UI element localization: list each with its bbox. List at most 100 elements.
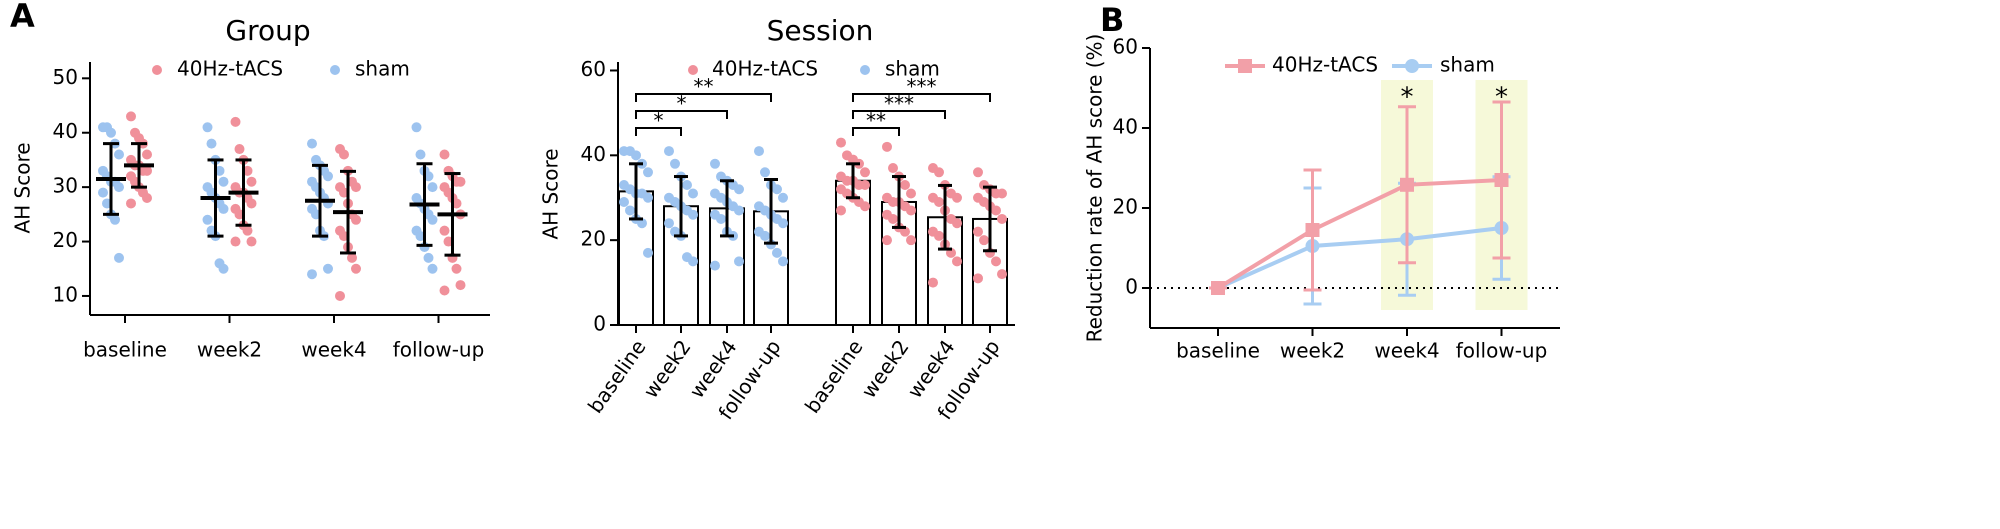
significance-label: *: [677, 92, 687, 116]
y-tick-label: 60: [1113, 35, 1138, 59]
data-point: [760, 167, 770, 178]
significance-label: ***: [907, 75, 937, 99]
y-axis-label: AH Score: [11, 142, 35, 233]
data-point: [230, 236, 241, 247]
data-point: [778, 218, 788, 229]
data-point: [882, 235, 892, 246]
data-point: [778, 256, 788, 267]
legend-marker: [688, 65, 698, 75]
data-point: [218, 263, 229, 274]
data-point: [734, 256, 744, 267]
data-point: [888, 213, 898, 224]
x-tick-label: baseline: [583, 335, 651, 417]
data-point: [106, 127, 116, 138]
data-point: [710, 158, 720, 169]
data-point: [836, 137, 846, 148]
y-tick-label: 10: [53, 282, 78, 306]
data-point: [335, 290, 345, 301]
data-point: [455, 280, 466, 291]
y-tick-label: 40: [581, 142, 606, 166]
y-tick-label: 40: [1113, 115, 1138, 139]
y-tick-label: 60: [581, 57, 606, 81]
data-point: [451, 263, 462, 274]
y-tick-label: 30: [53, 174, 78, 198]
chart-title: Group: [225, 14, 310, 47]
data-point: [688, 209, 698, 220]
data-point: [860, 201, 870, 212]
data-point: [688, 188, 698, 199]
data-point: [455, 176, 466, 187]
data-point: [734, 205, 744, 216]
legend-label: sham: [1440, 53, 1495, 77]
data-point: [439, 285, 450, 296]
data-point: [114, 252, 124, 263]
significance-bracket: [852, 110, 946, 119]
legend-label: 40Hz-tACS: [177, 57, 283, 81]
data-point: [734, 184, 744, 195]
data-point: [952, 256, 962, 267]
data-point: [952, 192, 962, 203]
data-point: [351, 263, 361, 274]
data-point: [906, 235, 916, 246]
series-line: [1217, 226, 1502, 290]
panel-label: B: [1100, 1, 1124, 39]
data-point: [836, 205, 846, 216]
data-point: [114, 182, 124, 193]
legend-marker: [330, 65, 340, 75]
x-tick-label: week4: [301, 338, 366, 362]
y-tick-label: 40: [53, 119, 78, 143]
data-point: [900, 180, 910, 191]
data-point: [991, 256, 1001, 267]
significance-bracket: [852, 93, 991, 102]
data-point: [934, 196, 944, 207]
data-point: [643, 247, 653, 258]
data-point: [98, 187, 108, 198]
data-point: [347, 252, 357, 263]
data-point: [230, 116, 241, 127]
data-point: [218, 203, 229, 214]
significance-label: **: [866, 109, 886, 133]
data-point: [643, 192, 653, 203]
data-point: [760, 230, 770, 241]
data-point: [110, 214, 120, 225]
x-tick-label: week2: [197, 338, 262, 362]
legend-marker: [152, 65, 162, 75]
data-point: [973, 273, 983, 284]
data-point: [415, 149, 426, 160]
y-tick-label: 50: [53, 65, 78, 89]
data-point: [688, 256, 698, 267]
data-point: [114, 149, 124, 160]
legend-label: sham: [885, 57, 940, 81]
data-point: [126, 198, 136, 209]
data-point: [427, 214, 438, 225]
data-point: [246, 198, 257, 209]
data-point: [351, 182, 361, 193]
x-tick-label: week4: [1374, 339, 1439, 363]
data-point: [625, 205, 635, 216]
series-line: [1216, 178, 1502, 290]
legend-marker: [860, 65, 870, 75]
data-point: [411, 122, 422, 133]
data-point: [619, 196, 629, 207]
data-point: [772, 184, 782, 195]
data-point: [997, 188, 1007, 199]
data-point: [1211, 281, 1225, 295]
y-axis-label: Reduction rate of AH score (%): [1083, 34, 1107, 343]
data-point: [772, 247, 782, 258]
significance-label: *: [1401, 83, 1414, 113]
x-tick-label: baseline: [800, 335, 868, 417]
data-point: [1400, 177, 1414, 192]
significance-bracket: [852, 127, 900, 136]
data-point: [882, 141, 892, 152]
data-point: [142, 149, 152, 160]
data-point: [339, 149, 349, 160]
data-point: [643, 167, 653, 178]
data-point: [670, 158, 680, 169]
x-tick-label: follow-up: [1456, 339, 1548, 363]
significance-label: *: [1495, 83, 1508, 113]
data-point: [682, 180, 692, 191]
x-tick-label: week2: [1280, 339, 1345, 363]
y-tick-label: 20: [1113, 195, 1138, 219]
data-point: [710, 260, 720, 271]
data-point: [973, 167, 983, 178]
